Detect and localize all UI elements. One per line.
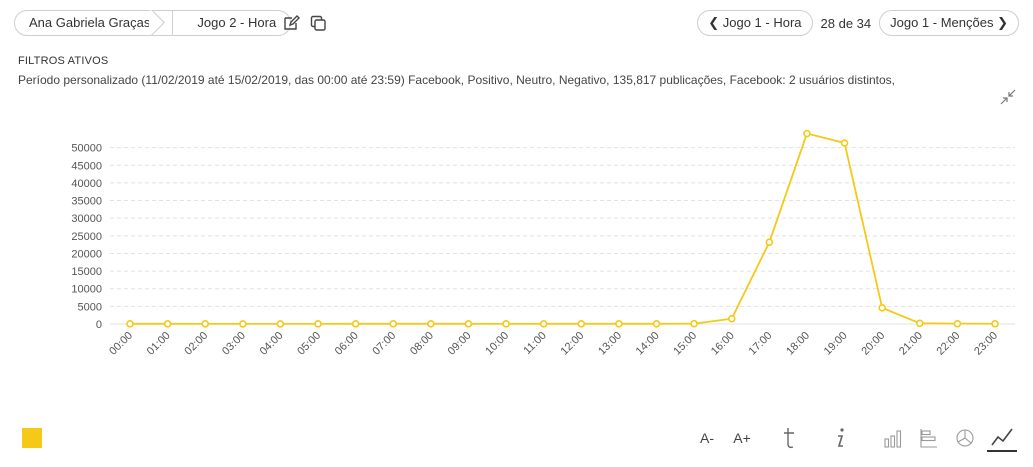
x-tick-label: 01:00 (145, 330, 173, 358)
x-tick-label: 19:00 (822, 330, 850, 358)
line-chart: 0 5000 10000 15000 20000 25000 30000 35000 40000… (71, 129, 1015, 358)
x-tick-label: 02:00 (182, 330, 210, 358)
data-point (427, 320, 435, 328)
data-point (765, 238, 774, 246)
top-bar: Ana Gabriela Graças Jogo 2 - Hora ❮ Jogo… (14, 10, 1019, 38)
line-chart-icon[interactable] (987, 424, 1017, 452)
x-tick-label: 05:00 (295, 330, 323, 358)
x-tick-label: 09:00 (446, 330, 474, 358)
data-point (276, 320, 285, 328)
pie-chart-icon[interactable] (953, 424, 977, 452)
x-tick-label: 00:00 (107, 330, 135, 358)
data-point (727, 314, 736, 323)
y-tick-label: 45000 (71, 160, 102, 172)
report-counter: 28 de 34 (820, 15, 872, 31)
data-point (840, 139, 849, 147)
breadcrumb: Ana Gabriela Graças Jogo 2 - Hora (14, 10, 292, 36)
breadcrumb-item-user[interactable]: Ana Gabriela Graças (14, 10, 174, 36)
y-tick-label: 0 (96, 319, 102, 331)
data-point (239, 320, 247, 328)
y-tick-label: 50000 (71, 143, 102, 155)
y-tick-label: 35000 (71, 196, 102, 208)
x-tick-label: 10:00 (483, 330, 511, 358)
data-point (126, 320, 134, 328)
x-tick-label: 03:00 (220, 330, 248, 358)
y-axis: 0 5000 10000 15000 20000 25000 30000 35000 40000… (71, 143, 102, 331)
y-tick-label: 30000 (71, 213, 102, 225)
x-tick-label: 18:00 (784, 330, 812, 358)
data-point (389, 320, 398, 328)
series-line (130, 132, 996, 325)
data-point (577, 320, 586, 328)
y-tick-label: 15000 (71, 266, 102, 278)
bar-chart-icon[interactable] (881, 424, 905, 452)
y-tick-label: 10000 (71, 284, 102, 296)
data-point (464, 320, 473, 328)
x-tick-label: 14:00 (634, 330, 662, 358)
data-point (201, 320, 210, 328)
x-tick-label: 16:00 (709, 330, 737, 358)
font-increase-button[interactable]: A+ (733, 430, 751, 446)
collapse-icon[interactable] (1000, 89, 1016, 105)
x-tick-label: 15:00 (671, 330, 699, 358)
info-icon[interactable] (828, 424, 852, 452)
chevron-right-icon: ❯ (997, 15, 1008, 30)
x-tick-label: 17:00 (747, 330, 775, 358)
x-tick-label: 07:00 (370, 330, 398, 358)
report-navigation: ❮ Jogo 1 - Hora 28 de 34 Jogo 1 - Mençõe… (697, 10, 1019, 36)
data-point (163, 320, 172, 328)
data-point (991, 319, 999, 328)
font-decrease-button[interactable]: A- (700, 430, 714, 446)
data-point (351, 320, 360, 328)
text-icon[interactable] (778, 424, 802, 452)
y-tick-label: 20000 (71, 248, 102, 260)
next-report-button[interactable]: Jogo 1 - Menções ❯ (879, 10, 1019, 36)
data-point (915, 319, 924, 328)
y-tick-label: 5000 (78, 301, 102, 313)
x-tick-label: 08:00 (408, 330, 436, 358)
prev-report-button[interactable]: ❮ Jogo 1 - Hora (697, 10, 813, 36)
x-tick-label: 20:00 (859, 330, 887, 358)
data-point (878, 303, 886, 312)
data-point (539, 320, 548, 328)
copy-icon[interactable] (309, 14, 327, 32)
x-tick-label: 04:00 (258, 330, 286, 358)
filters-title: FILTROS ATIVOS (18, 55, 109, 67)
breadcrumb-item-report[interactable]: Jogo 2 - Hora (173, 10, 292, 36)
data-point (314, 320, 322, 328)
filters-description: Período personalizado (11/02/2019 até 15… (18, 73, 896, 87)
data-point (803, 129, 811, 138)
legend-swatch[interactable] (22, 428, 42, 448)
x-tick-label: 12:00 (558, 330, 586, 358)
prev-report-label: Jogo 1 - Hora (722, 15, 802, 30)
x-tick-label: 21:00 (897, 330, 925, 358)
x-tick-label: 22:00 (935, 330, 963, 358)
chart-series (126, 129, 999, 328)
data-point (502, 320, 510, 328)
x-axis: 00:00 01:00 02:00 03:00 04:00 05:00 06:00 07:00… (107, 330, 1000, 358)
x-tick-label: 06:00 (333, 330, 361, 358)
x-tick-label: 13:00 (596, 330, 624, 358)
chart-toolbar: A- A+ (17, 424, 1017, 452)
next-report-label: Jogo 1 - Menções (890, 15, 994, 30)
chart-grid (110, 147, 1015, 325)
horizontal-bar-icon[interactable] (917, 424, 941, 452)
x-tick-label: 11:00 (521, 330, 548, 357)
chevron-left-icon: ❮ (708, 15, 720, 30)
data-point (652, 319, 661, 328)
data-point (953, 319, 962, 328)
data-point (615, 320, 623, 328)
x-tick-label: 23:00 (972, 330, 1000, 358)
data-point (690, 319, 698, 328)
y-tick-label: 25000 (71, 231, 102, 243)
edit-icon[interactable] (282, 14, 300, 32)
y-tick-label: 40000 (71, 178, 102, 190)
